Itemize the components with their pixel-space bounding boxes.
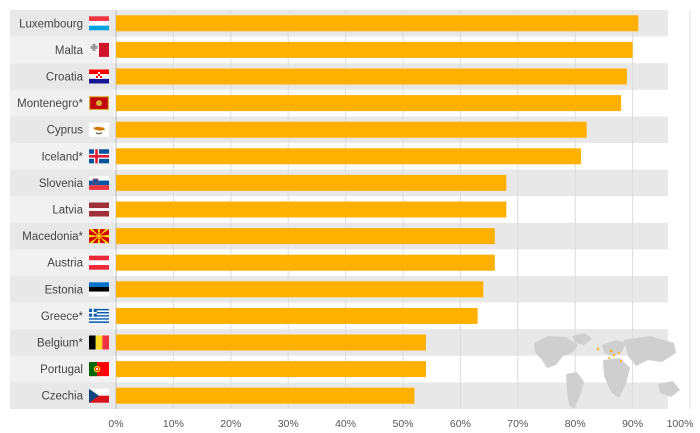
- x-tick-label: 80%: [565, 418, 586, 430]
- bar: [116, 15, 639, 32]
- category-label: Malta: [55, 45, 84, 57]
- x-tick-label: 10%: [163, 418, 184, 430]
- category-label: Montenegro*: [17, 98, 83, 110]
- category-label: Slovenia: [39, 178, 84, 190]
- x-tick-label: 20%: [220, 418, 241, 430]
- malta-flag-icon: [90, 42, 109, 57]
- world-map-icon: [534, 333, 680, 409]
- x-tick-label: 70%: [507, 418, 528, 430]
- x-tick-label: 60%: [450, 418, 471, 430]
- bar: [116, 361, 426, 378]
- bar: [116, 174, 507, 191]
- category-label: Estonia: [45, 284, 84, 296]
- bar: [116, 201, 507, 218]
- austria-flag-icon: [89, 255, 109, 270]
- iceland-flag-icon: [89, 149, 109, 164]
- bar: [116, 281, 484, 298]
- bar: [116, 387, 415, 404]
- x-tick-label: 0%: [108, 418, 123, 430]
- portugal-flag-icon: [89, 362, 109, 377]
- category-label: Cyprus: [47, 125, 84, 137]
- czechia-flag-icon: [89, 388, 109, 403]
- category-label: Greece*: [41, 311, 84, 323]
- luxembourg-flag-icon: [89, 16, 109, 31]
- category-label: Austria: [47, 258, 83, 270]
- bar: [116, 121, 587, 138]
- category-label: Croatia: [46, 72, 84, 84]
- montenegro-flag-icon: [89, 96, 109, 111]
- estonia-flag-icon: [89, 282, 109, 297]
- slovenia-flag-icon: [89, 175, 109, 190]
- bar: [116, 41, 633, 58]
- category-label: Luxembourg: [19, 18, 83, 30]
- bar: [116, 95, 622, 112]
- macedonia-flag-icon: [89, 229, 109, 244]
- x-tick-label: 30%: [278, 418, 299, 430]
- bar: [116, 228, 495, 245]
- category-label: Belgium*: [37, 338, 84, 350]
- category-labels: Luxembourg Malta Croatia Montenegro* Cyprus I…: [17, 18, 83, 402]
- bar: [116, 307, 478, 324]
- bar: [116, 68, 627, 85]
- flag-icons: [89, 16, 109, 403]
- bars: [116, 15, 639, 404]
- belgium-flag-icon: [89, 335, 109, 350]
- bar: [116, 334, 426, 351]
- x-tick-label: 90%: [622, 418, 643, 430]
- x-tick-label: 40%: [335, 418, 356, 430]
- cyprus-flag-icon: [89, 122, 109, 137]
- category-label: Latvia: [52, 205, 83, 217]
- croatia-flag-icon: [89, 69, 109, 84]
- label-band: [10, 36, 114, 64]
- category-label: Czechia: [41, 391, 83, 403]
- bar: [116, 254, 495, 271]
- category-label: Iceland*: [41, 151, 83, 163]
- category-label: Portugal: [40, 364, 83, 376]
- x-tick-label: 50%: [392, 418, 413, 430]
- category-label: Macedonia*: [22, 231, 83, 243]
- bar: [116, 148, 581, 165]
- latvia-flag-icon: [89, 202, 109, 217]
- x-axis-ticks: 0% 10% 20% 30% 40% 50% 60% 70% 80% 90% 100%: [108, 418, 693, 430]
- greece-flag-icon: [89, 308, 109, 323]
- x-tick-label: 100%: [667, 418, 694, 430]
